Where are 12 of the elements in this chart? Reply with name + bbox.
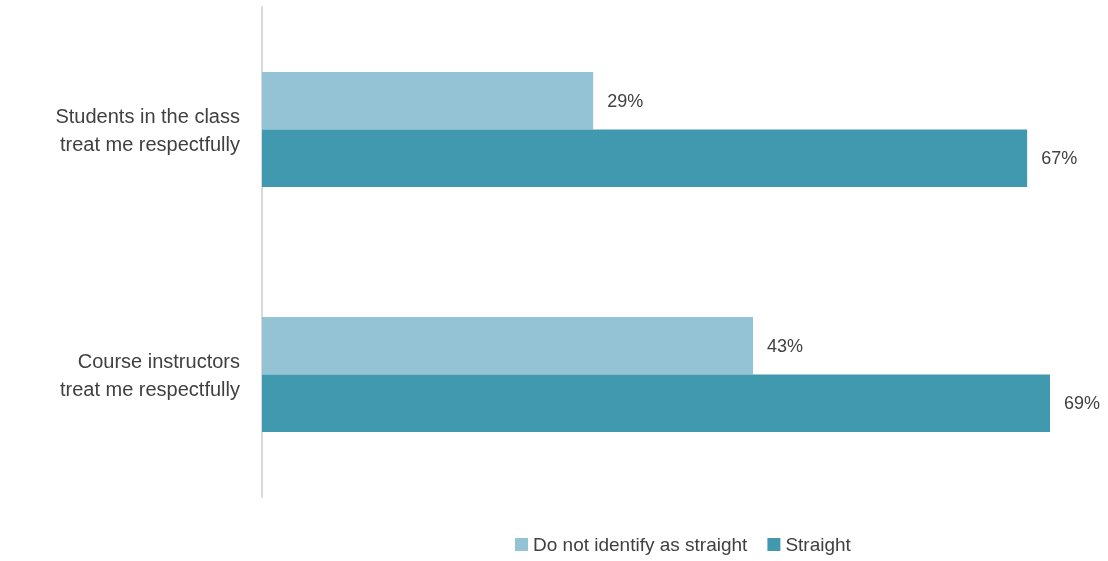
y-tick-label: Course instructors treat me respectfully bbox=[59, 349, 240, 400]
data-label: 69% bbox=[1064, 393, 1101, 414]
data-label: 29% bbox=[607, 90, 644, 111]
bar bbox=[262, 71, 594, 130]
data-label: 43% bbox=[767, 335, 804, 356]
bar bbox=[262, 129, 1028, 188]
legend-label: Straight bbox=[785, 534, 852, 555]
y-tick-label: Students in the class treat me respectfully bbox=[55, 104, 240, 155]
data-label: 67% bbox=[1041, 148, 1078, 169]
bar bbox=[262, 316, 754, 375]
bar bbox=[262, 374, 1050, 433]
legend-label: Do not identify as straight bbox=[533, 534, 749, 555]
